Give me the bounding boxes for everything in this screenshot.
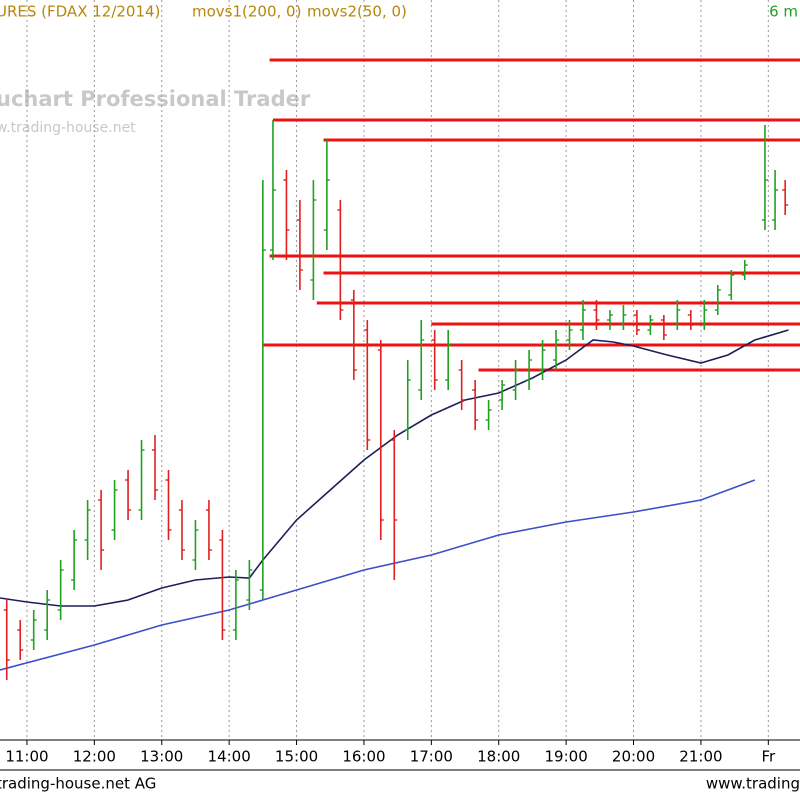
header-interval: 6 m xyxy=(769,3,798,21)
header-indicator: movs1(200, 0) xyxy=(192,3,301,21)
x-tick-label: 14:00 xyxy=(208,748,251,766)
x-tick-label: 20:00 xyxy=(612,748,655,766)
footer-left: trading-house.net AG xyxy=(0,775,156,793)
header-title: URES (FDAX 12/2014) xyxy=(0,3,160,21)
x-tick-label: 12:00 xyxy=(73,748,116,766)
x-tick-label: 16:00 xyxy=(342,748,385,766)
watermark-product: uchart Professional Trader xyxy=(0,87,311,111)
watermark-url: w.trading-house.net xyxy=(0,120,136,136)
x-tick-label: 17:00 xyxy=(410,748,453,766)
x-tick-label: 21:00 xyxy=(679,748,722,766)
moving-average xyxy=(0,329,789,607)
moving-average xyxy=(0,479,756,671)
x-tick-label: 13:00 xyxy=(140,748,183,766)
footer-right: www.trading xyxy=(706,775,800,793)
x-tick-label: 18:00 xyxy=(477,748,520,766)
x-tick-label: 15:00 xyxy=(275,748,318,766)
header-indicator: movs2(50, 0) xyxy=(307,3,407,21)
plot-area xyxy=(0,0,800,740)
x-tick-label: 11:00 xyxy=(5,748,48,766)
x-tick-label: 19:00 xyxy=(545,748,588,766)
x-tick-label: Fr xyxy=(761,748,776,766)
